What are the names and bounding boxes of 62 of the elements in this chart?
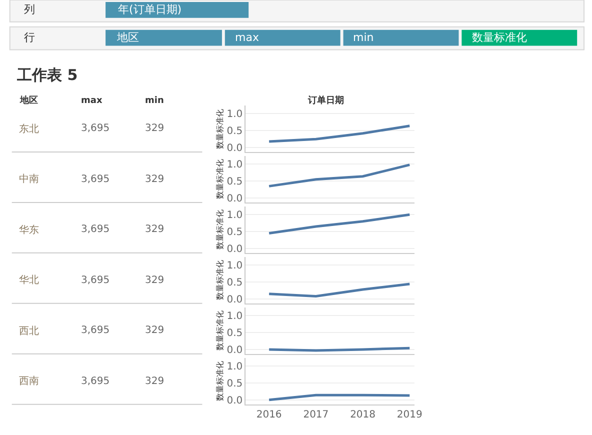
line-series xyxy=(268,124,411,143)
text: 3,695 xyxy=(81,325,110,336)
y-axis-title: 数量标准化 xyxy=(215,108,224,149)
text: 西南 xyxy=(19,375,39,387)
text: 329 xyxy=(145,174,164,185)
text: 3,695 xyxy=(81,376,110,387)
y-axis-title: 数量标准化 xyxy=(215,159,224,200)
y-tick-label: 1.0 xyxy=(226,311,243,322)
y-axis-title: 数量标准化 xyxy=(215,310,224,351)
text: 3,695 xyxy=(81,174,110,185)
y-tick-label: 0.5 xyxy=(226,126,243,138)
y-tick-label: 1.0 xyxy=(226,361,243,372)
text: 3,695 xyxy=(81,123,110,134)
y-tick-label: 0.0 xyxy=(226,294,243,306)
text: 329 xyxy=(145,376,164,387)
text: min xyxy=(145,96,164,106)
text: 数量标准化 xyxy=(472,31,527,44)
text: 中南 xyxy=(19,173,39,185)
y-tick-label: 0.5 xyxy=(226,176,243,188)
text: 华北 xyxy=(19,274,39,286)
x-tick-label: 2016 xyxy=(256,409,282,420)
y-tick-label: 0.0 xyxy=(226,395,243,406)
y-tick-label: 0.5 xyxy=(226,378,243,390)
annotation: 订单日期 xyxy=(307,95,344,106)
y-axis-title: 数量标准化 xyxy=(215,260,224,300)
text: 西北 xyxy=(19,325,39,337)
x-tick-label: 2018 xyxy=(350,409,376,420)
line-series xyxy=(268,164,411,188)
text: max xyxy=(81,96,102,106)
x-tick-label: 2017 xyxy=(303,409,329,420)
text: 329 xyxy=(145,275,164,286)
y-tick-label: 0.5 xyxy=(226,227,243,238)
text: 3,695 xyxy=(81,275,110,286)
y-tick-label: 0.0 xyxy=(226,194,243,205)
text: 3,695 xyxy=(81,224,110,235)
text: 329 xyxy=(145,325,164,336)
text: 329 xyxy=(145,224,164,235)
y-tick-label: 1.0 xyxy=(226,260,243,272)
text: min xyxy=(353,31,374,44)
y-tick-label: 1.0 xyxy=(226,210,243,222)
y-tick-label: 0.5 xyxy=(226,278,243,289)
text: 地区 xyxy=(19,95,38,106)
text: 行 xyxy=(24,31,35,44)
text: 华东 xyxy=(19,224,39,236)
y-tick-label: 0.5 xyxy=(226,328,243,339)
y-axis-title: 数量标准化 xyxy=(215,210,224,250)
x-tick-label: 2019 xyxy=(396,409,422,420)
line-series xyxy=(268,282,411,298)
y-axis-title: 数量标准化 xyxy=(215,361,224,402)
text: 地区 xyxy=(116,31,139,44)
text: 329 xyxy=(145,123,164,134)
y-tick-label: 0.0 xyxy=(226,244,243,256)
y-tick-label: 0.0 xyxy=(226,143,243,154)
text: 工作表 5 xyxy=(16,66,78,84)
y-tick-label: 0.0 xyxy=(226,344,243,356)
y-tick-label: 1.0 xyxy=(226,109,243,120)
text: 东北 xyxy=(19,123,39,135)
text: 年(订单日期) xyxy=(118,3,182,16)
y-tick-label: 1.0 xyxy=(226,160,243,171)
text: max xyxy=(235,31,260,44)
text: 列 xyxy=(24,3,35,16)
line-series xyxy=(268,213,411,235)
